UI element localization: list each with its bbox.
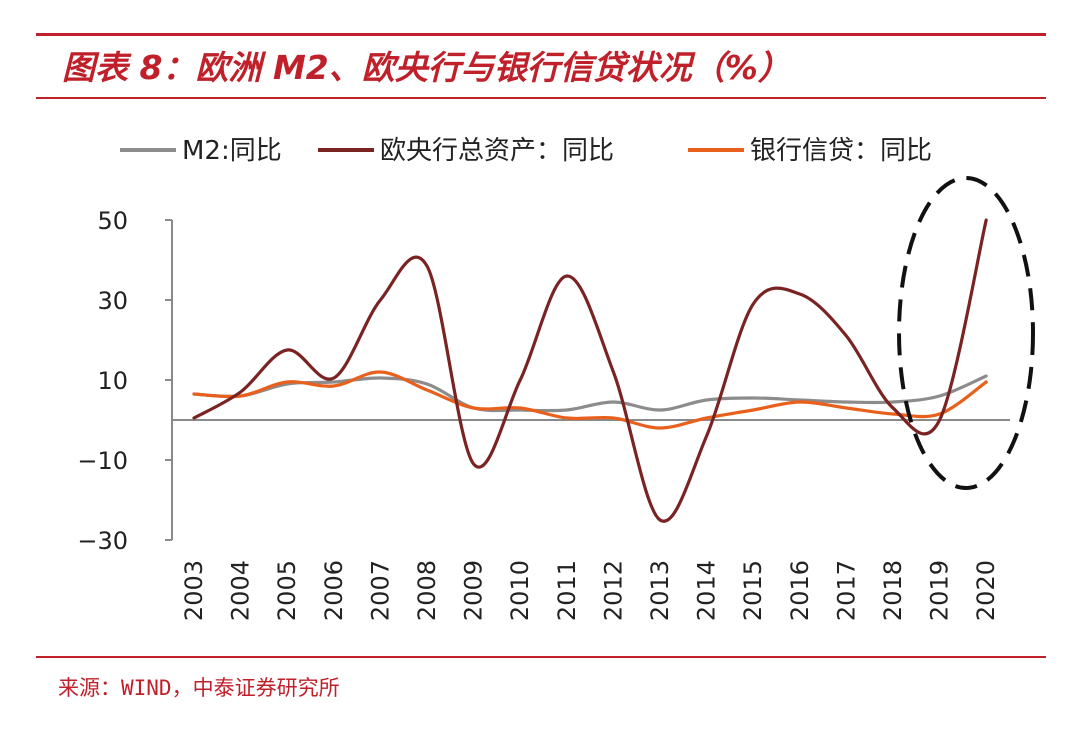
x-tick-label: 2010 (506, 560, 534, 621)
legend-item-bank-credit-label: 银行信贷：同比 (750, 136, 932, 166)
y-tick-label: 50 (97, 207, 128, 235)
series-m2-line (192, 374, 988, 413)
x-tick-label: 2016 (786, 560, 814, 621)
x-tick-label: 2011 (553, 560, 581, 621)
x-tick-label: 2013 (646, 560, 674, 621)
y-tick-label: −10 (77, 447, 128, 475)
x-tick-label: 2007 (366, 560, 394, 621)
y-axis: 50 30 10 −10 −30 (77, 207, 173, 555)
x-tick-label: 2004 (227, 560, 255, 621)
series-lines (192, 218, 988, 523)
highlight-ellipse (897, 176, 1035, 490)
x-axis: 2003 2004 2005 2006 2007 2008 2009 2010 2011 2012… (172, 419, 1010, 621)
x-tick-label: 2019 (926, 560, 954, 621)
title-rule (36, 97, 1046, 99)
legend-item-ecb-assets-label: 欧央行总资产：同比 (380, 136, 614, 166)
x-tick-label: 2005 (273, 560, 301, 621)
chart-title: 图表 8：欧洲 M2、欧央行与银行信贷状况（%） (62, 48, 791, 87)
series-bank-credit-line (192, 370, 988, 430)
x-tick-label: 2006 (320, 560, 348, 621)
x-tick-label: 2008 (413, 560, 441, 621)
legend-item-m2-label: M2:同比 (182, 136, 282, 166)
top-rule (36, 33, 1046, 36)
x-tick-label: 2012 (599, 560, 627, 621)
highlight-annotation (897, 176, 1035, 490)
source-rule (36, 656, 1046, 658)
x-tick-label: 2017 (832, 560, 860, 621)
x-tick-label: 2014 (693, 560, 721, 621)
y-tick-label: −30 (77, 527, 128, 555)
y-tick-label: 10 (97, 367, 128, 395)
x-tick-label: 2018 (879, 560, 907, 621)
source-note: 来源：WIND，中泰证券研究所 (58, 676, 340, 700)
x-tick-label: 2020 (972, 560, 1000, 621)
x-tick-label: 2009 (460, 560, 488, 621)
series-ecb-assets-line (192, 218, 988, 523)
y-tick-label: 30 (97, 287, 128, 315)
x-tick-label: 2003 (180, 560, 208, 621)
legend: M2:同比 欧央行总资产：同比 银行信贷：同比 (120, 136, 932, 166)
x-tick-label: 2015 (739, 560, 767, 621)
